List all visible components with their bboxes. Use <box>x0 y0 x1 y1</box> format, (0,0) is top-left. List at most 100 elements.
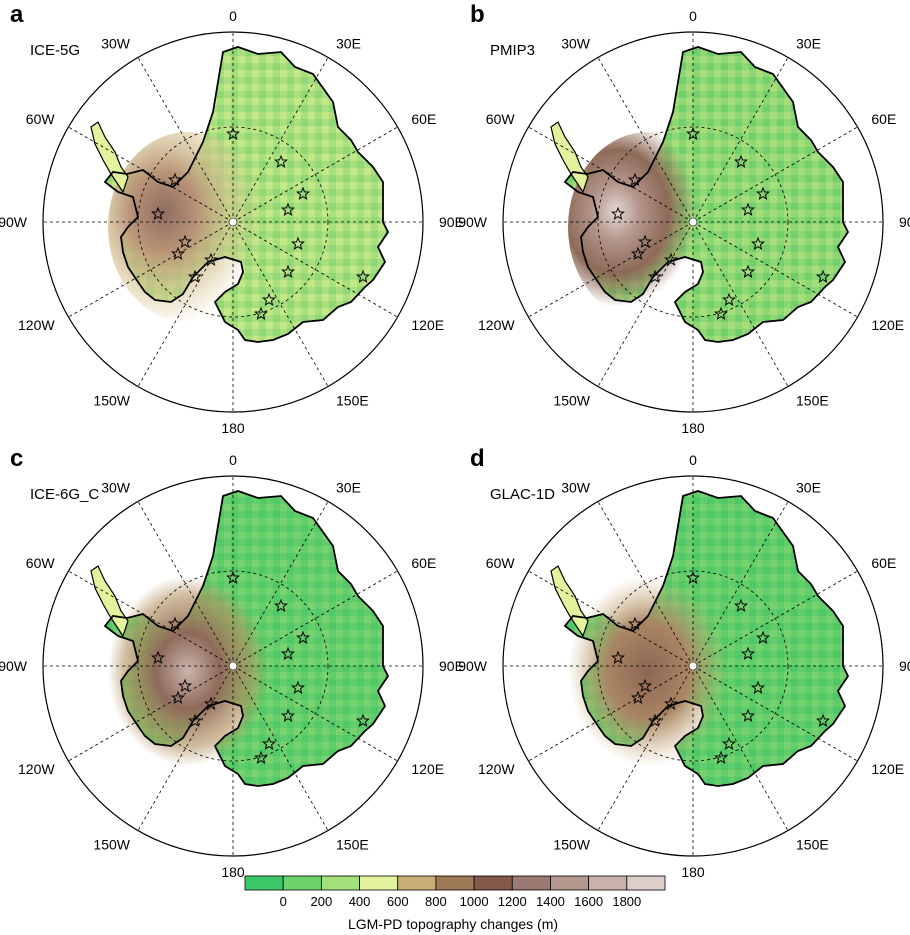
site-star-marker <box>664 252 678 267</box>
site-star-marker <box>188 269 202 284</box>
longitude-label: 150W <box>93 836 130 852</box>
longitude-label: 60W <box>26 111 56 127</box>
site-star-marker <box>262 292 276 307</box>
meridian-line <box>528 665 694 762</box>
meridian-line <box>692 665 789 831</box>
meridian-line <box>137 501 234 667</box>
panel-letter: d <box>470 445 485 472</box>
meridian-line <box>232 501 329 667</box>
longitude-label: 0 <box>689 8 697 24</box>
site-star-marker <box>756 186 770 201</box>
site-star-marker <box>188 713 202 728</box>
site-star-marker <box>664 696 678 711</box>
map-boundary <box>42 475 424 857</box>
longitude-label: 60W <box>486 555 516 571</box>
colorbar-tick: 1200 <box>498 894 527 909</box>
meridian-line <box>692 57 789 223</box>
site-star-marker <box>756 630 770 645</box>
meridian-line <box>692 665 858 762</box>
longitude-label: 120E <box>411 761 444 777</box>
topography-anomaly <box>108 576 268 766</box>
site-star-marker <box>226 126 240 141</box>
site-star-marker <box>274 598 288 613</box>
meridian-line <box>232 665 329 831</box>
meridian-line <box>597 57 694 223</box>
colorbar-box <box>473 875 513 891</box>
meridian-line <box>597 501 694 667</box>
longitude-label: 120W <box>18 761 55 777</box>
model-name: GLAC-1D <box>490 486 555 503</box>
meridian-line <box>137 665 234 831</box>
colorbar-box <box>550 875 590 891</box>
site-star-marker <box>734 154 748 169</box>
pole-marker <box>688 217 698 227</box>
longitude-label: 90W <box>0 214 28 230</box>
colorbar-tick: 1400 <box>536 894 565 909</box>
site-star-marker <box>611 650 625 665</box>
site-star-marker <box>628 616 642 631</box>
colorbar-tick-labels: 0 200 400 600 800 1000 1200 1400 1600 1800 <box>280 894 642 909</box>
site-star-marker <box>638 234 652 249</box>
meridian-line <box>68 570 234 667</box>
longitude-label: 60E <box>871 555 896 571</box>
site-star-marker <box>741 264 755 279</box>
longitude-label: 120E <box>871 317 904 333</box>
meridian-line <box>692 570 858 667</box>
site-star-marker <box>611 206 625 221</box>
meridian-line <box>692 221 789 387</box>
longitude-label: 0 <box>229 8 237 24</box>
longitude-label: 90E <box>899 658 910 674</box>
meridian-line <box>68 665 234 762</box>
colorbar-tick: 1000 <box>460 894 489 909</box>
longitude-label: 30W <box>561 480 591 496</box>
longitude-label: 0 <box>689 452 697 468</box>
topography-anomaly <box>108 132 268 322</box>
longitude-label: 120W <box>478 317 515 333</box>
site-star-marker <box>714 750 728 765</box>
colorbar-title: LGM-PD topography changes (m) <box>348 916 558 932</box>
site-star-marker <box>356 269 370 284</box>
map-panel-c: c ICE-6G_C 0 30E 60E 90E 120E 150E 180 150W 120W 90… <box>0 445 464 880</box>
longitude-label: 30E <box>796 480 821 496</box>
meridian-line <box>232 126 398 223</box>
colorbar-box <box>320 875 360 891</box>
longitude-label: 60W <box>26 555 56 571</box>
pole-marker <box>228 217 238 227</box>
longitude-label: 60E <box>871 111 896 127</box>
longitude-label: 90E <box>439 658 464 674</box>
site-star-marker <box>741 708 755 723</box>
site-star-marker <box>296 186 310 201</box>
longitude-label: 120E <box>871 761 904 777</box>
site-star-marker <box>631 690 645 705</box>
colorbar-tick: 1600 <box>574 894 603 909</box>
longitude-label: 150W <box>553 836 590 852</box>
longitude-label: 0 <box>229 452 237 468</box>
site-star-marker <box>296 630 310 645</box>
colorbar: 0 200 400 600 800 1000 1200 1400 1600 1800 LGM-PD… <box>244 875 666 932</box>
site-star-marker <box>741 646 755 661</box>
site-star-marker <box>281 202 295 217</box>
site-star-marker <box>751 236 765 251</box>
longitude-label: 60W <box>486 111 516 127</box>
site-star-marker <box>722 292 736 307</box>
colorbar-box <box>588 875 628 891</box>
colorbar-boxes <box>244 875 666 891</box>
peninsula <box>90 121 129 194</box>
map-panels: a ICE-5G 0 30E 60E 90E 120E 150E 180 150W 120W 90W 6… <box>0 1 910 880</box>
model-name: PMIP3 <box>490 42 535 59</box>
meridian-line <box>232 221 398 318</box>
site-star-marker <box>628 172 642 187</box>
panel-letter: a <box>10 1 24 28</box>
meridian-line <box>692 221 858 318</box>
site-star-marker <box>734 598 748 613</box>
site-star-marker <box>291 680 305 695</box>
colorbar-tick: 600 <box>387 894 409 909</box>
meridian-line <box>137 57 234 223</box>
map-boundary <box>502 475 884 857</box>
topography-anomaly <box>568 576 728 766</box>
colorbar-box <box>626 875 666 891</box>
site-star-marker <box>648 713 662 728</box>
longitude-label: 90W <box>0 658 28 674</box>
longitude-label: 180 <box>221 420 245 436</box>
